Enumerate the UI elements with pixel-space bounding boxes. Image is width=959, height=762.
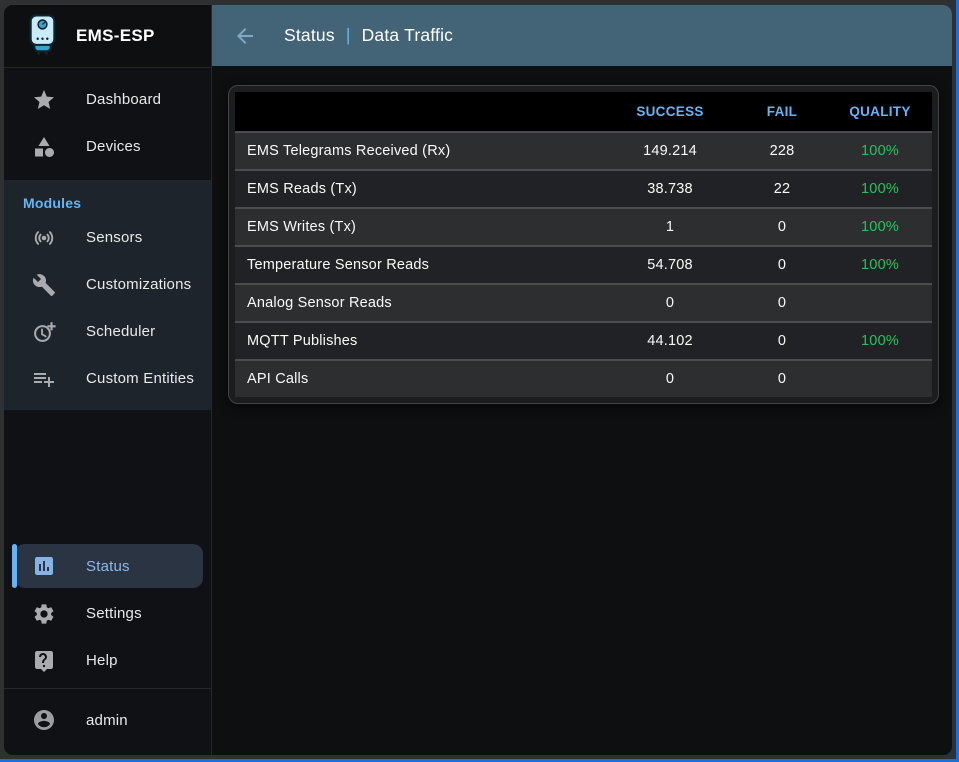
boiler-logo-icon: [24, 13, 61, 60]
table-row: EMS Telegrams Received (Rx) 149.214 228 …: [235, 131, 932, 169]
row-fail: 0: [736, 359, 828, 397]
row-success: 44.102: [604, 321, 736, 359]
row-quality: 100%: [828, 131, 932, 169]
row-success: 0: [604, 283, 736, 321]
app-logo-row: EMS-ESP: [4, 5, 211, 68]
gear-icon: [32, 602, 56, 626]
column-header-success: SUCCESS: [604, 92, 736, 131]
sidebar-item-label: Help: [86, 652, 118, 669]
table-row: MQTT Publishes 44.102 0 100%: [235, 321, 932, 359]
table-header-row: SUCCESS FAIL QUALITY: [235, 92, 932, 131]
row-quality: 100%: [828, 169, 932, 207]
sidebar-item-sensors[interactable]: Sensors: [4, 214, 211, 261]
row-quality: 100%: [828, 207, 932, 245]
row-quality: 100%: [828, 245, 932, 283]
page-title-page: Data Traffic: [361, 25, 454, 45]
sidebar-item-label: Customizations: [86, 276, 192, 293]
row-fail: 0: [736, 207, 828, 245]
row-success: 1: [604, 207, 736, 245]
modules-section-header: Modules: [23, 195, 82, 211]
column-header-fail: FAIL: [736, 92, 828, 131]
page-title: Status | Data Traffic: [284, 25, 453, 46]
arrow-back-icon: [237, 27, 253, 44]
sidebar-modules-section: Modules Sensors Customizations: [4, 180, 211, 410]
sidebar-item-status[interactable]: Status: [12, 544, 203, 588]
page-title-section: Status: [284, 25, 335, 45]
bar-chart-icon: [32, 554, 56, 578]
row-name: EMS Writes (Tx): [235, 207, 604, 245]
main-area: Status | Data Traffic SUCCESS FAIL QUALI…: [212, 5, 952, 755]
row-quality: [828, 283, 932, 321]
row-name: EMS Reads (Tx): [235, 169, 604, 207]
account-circle-icon: [32, 708, 56, 732]
sidebar-item-label: Devices: [86, 138, 141, 155]
app-window: EMS-ESP Dashboard Devices Modules: [4, 5, 952, 755]
sidebar-item-custom-entities[interactable]: Custom Entities: [4, 355, 211, 402]
wrench-icon: [32, 273, 56, 297]
page-title-separator: |: [345, 25, 351, 45]
window-accent-edge-right: [956, 0, 959, 762]
row-quality: [828, 359, 932, 397]
data-traffic-table: SUCCESS FAIL QUALITY EMS Telegrams Recei…: [235, 92, 932, 397]
star-icon: [32, 88, 56, 112]
help-icon: [32, 649, 56, 673]
sidebar-item-label: Sensors: [86, 229, 143, 246]
table-row: EMS Reads (Tx) 38.738 22 100%: [235, 169, 932, 207]
sidebar-user-label: admin: [86, 711, 128, 729]
sidebar-item-dashboard[interactable]: Dashboard: [4, 76, 211, 123]
sidebar-item-scheduler[interactable]: Scheduler: [4, 308, 211, 355]
sidebar-nav-bottom: Status Settings Help: [4, 544, 211, 688]
table-row: API Calls 0 0: [235, 359, 932, 397]
row-name: Temperature Sensor Reads: [235, 245, 604, 283]
sidebar-item-label: Scheduler: [86, 323, 156, 340]
sidebar-item-label: Status: [86, 557, 130, 575]
sidebar: EMS-ESP Dashboard Devices Modules: [4, 5, 212, 755]
table-row: Analog Sensor Reads 0 0: [235, 283, 932, 321]
app-title: EMS-ESP: [76, 26, 155, 45]
sidebar-nav-top: Dashboard Devices: [4, 68, 211, 180]
table-row: EMS Writes (Tx) 1 0 100%: [235, 207, 932, 245]
window-accent-edge-bottom: [0, 759, 959, 762]
row-name: EMS Telegrams Received (Rx): [235, 131, 604, 169]
sidebar-item-label: Dashboard: [86, 91, 162, 108]
back-button[interactable]: [233, 24, 257, 48]
category-icon: [32, 135, 56, 159]
row-success: 149.214: [604, 131, 736, 169]
row-success: 0: [604, 359, 736, 397]
clock-plus-icon: [32, 320, 56, 344]
row-fail: 0: [736, 321, 828, 359]
sidebar-item-label: Settings: [86, 605, 142, 622]
sidebar-spacer: [4, 410, 211, 544]
row-name: MQTT Publishes: [235, 321, 604, 359]
row-name: API Calls: [235, 359, 604, 397]
row-fail: 228: [736, 131, 828, 169]
playlist-add-icon: [32, 367, 56, 391]
sidebar-item-admin[interactable]: admin: [4, 693, 211, 747]
sidebar-item-help[interactable]: Help: [4, 637, 211, 684]
row-fail: 22: [736, 169, 828, 207]
content-area: SUCCESS FAIL QUALITY EMS Telegrams Recei…: [212, 66, 952, 755]
row-name: Analog Sensor Reads: [235, 283, 604, 321]
row-fail: 0: [736, 245, 828, 283]
row-success: 54.708: [604, 245, 736, 283]
column-header-quality: QUALITY: [828, 92, 932, 131]
sidebar-item-devices[interactable]: Devices: [4, 123, 211, 170]
column-header-name: [235, 92, 604, 131]
appbar: Status | Data Traffic: [212, 5, 952, 66]
table-row: Temperature Sensor Reads 54.708 0 100%: [235, 245, 932, 283]
data-traffic-card: SUCCESS FAIL QUALITY EMS Telegrams Recei…: [228, 85, 939, 404]
sidebar-item-customizations[interactable]: Customizations: [4, 261, 211, 308]
row-quality: 100%: [828, 321, 932, 359]
sensors-icon: [32, 226, 56, 250]
sidebar-item-settings[interactable]: Settings: [4, 590, 211, 637]
sidebar-user-section: admin: [4, 688, 211, 755]
sidebar-item-label: Custom Entities: [86, 370, 195, 387]
row-fail: 0: [736, 283, 828, 321]
row-success: 38.738: [604, 169, 736, 207]
